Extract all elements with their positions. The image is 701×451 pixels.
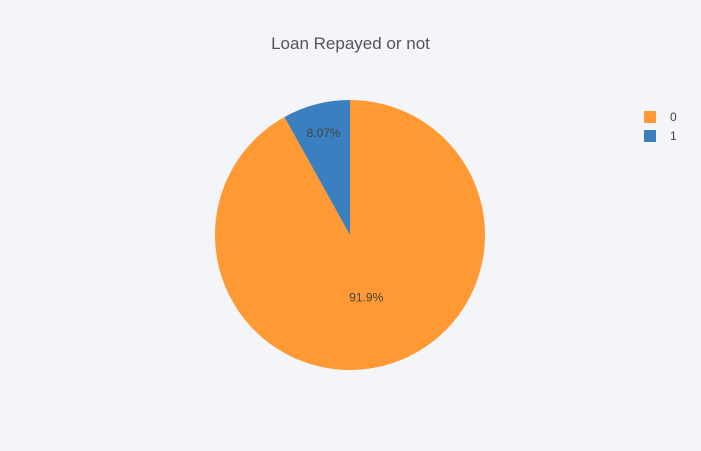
legend-item-0[interactable]: 0 <box>644 107 694 126</box>
pie-slice-1[interactable] <box>284 100 350 235</box>
pie-label-0: 91.9% <box>349 291 383 305</box>
legend: 0 1 <box>644 107 694 145</box>
pie-slices <box>214 100 485 370</box>
legend-swatch-1 <box>644 129 656 142</box>
legend-label-1: 1 <box>670 128 677 143</box>
legend-label-0: 0 <box>670 109 677 124</box>
chart-title: Loan Repayed or not <box>271 34 430 53</box>
pie-label-1: 8.07% <box>307 126 341 140</box>
legend-item-1[interactable]: 1 <box>644 126 694 145</box>
pie-labels: 91.9% 8.07% <box>307 126 384 305</box>
legend-swatch-0 <box>644 110 656 123</box>
